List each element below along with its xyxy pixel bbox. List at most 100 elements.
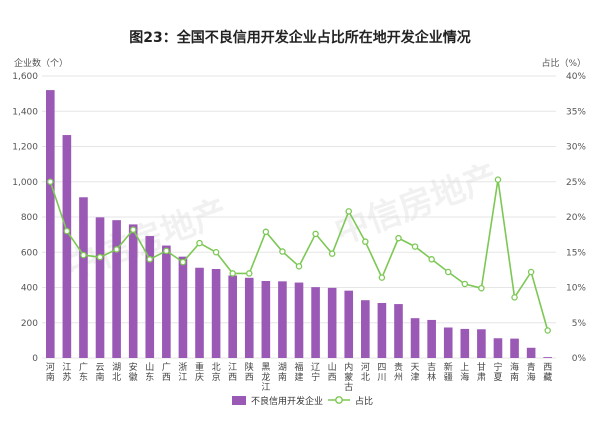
right-y-tick-label: 5% [572,319,587,329]
ratio-point [47,178,54,185]
x-category-label: 重庆 [195,361,204,383]
left-y-tick-label: 400 [21,284,38,294]
x-category-label: 陕西 [245,361,254,383]
right-y-tick-label: 10% [566,284,586,294]
legend-bar-swatch [232,396,246,405]
ratio-point [378,274,386,281]
x-category-label: 山东 [145,362,154,383]
x-category-label: 上海 [460,362,469,383]
bar [228,275,237,358]
bar [510,338,519,358]
ratio-point [146,256,154,263]
bar [178,256,188,358]
ratio-point [229,270,236,277]
watermark-text: 中信房地产 [330,157,503,253]
bar [261,280,271,358]
ratio-point [312,230,319,238]
bar [460,328,470,358]
x-category-labels: 河南江苏广东云南湖北安徽山东广西浙江重庆北京江西陕西黑龙江湖南福建辽宁山西内蒙古… [46,361,552,393]
x-category-label: 云南 [96,363,105,383]
bar [344,290,354,358]
left-y-tick-label: 800 [21,213,38,223]
bar [112,220,121,358]
x-category-label: 河北 [361,361,370,383]
x-category-label: 湖北 [112,362,121,383]
ratio-point [411,243,419,250]
right-y-tick-label: 35% [566,107,586,117]
ratio-point [246,270,253,277]
bar [79,197,88,358]
line-series [47,176,551,334]
right-y-tick-label: 25% [566,178,586,188]
left-y-ticks: 0 200 400 600 800 1,000 1,200 1,400 1,600 [12,72,38,364]
left-axis-label: 企业数（个） [14,57,68,69]
ratio-point [461,280,469,288]
ratio-point [295,263,303,270]
x-category-label: 浙江 [178,361,187,383]
left-y-tick-label: 1,600 [12,72,38,82]
bar [377,303,387,358]
bar [278,281,287,358]
x-category-label: 甘肃 [477,361,486,383]
bar [443,327,453,358]
ratio-point [544,327,551,334]
ratio-point [63,227,71,235]
bar [361,300,370,358]
left-y-tick-label: 1,400 [12,107,38,117]
legend-line-marker [335,396,343,404]
bar [311,287,320,358]
ratio-point [328,250,336,257]
bar [294,282,304,358]
bar [244,277,254,358]
x-category-label: 吉林 [427,362,436,383]
x-category-label: 北京 [212,362,221,383]
x-category-label: 内蒙古 [344,361,353,393]
x-category-label: 新疆 [444,361,453,383]
x-category-label: 辽宁 [311,362,320,383]
left-y-tick-label: 1,000 [12,178,38,188]
left-y-tick-label: 0 [32,354,38,364]
x-category-label: 宁夏 [493,361,502,383]
x-category-label: 福建 [294,361,303,383]
right-y-tick-label: 40% [566,72,586,82]
gridlines [42,75,556,359]
x-category-label: 天津 [411,363,420,383]
x-category-label: 湖南 [278,362,287,383]
x-category-label: 河南 [46,361,55,383]
chart-title: 图23：全国不良信用开发企业占比所在地开发企业情况 [129,29,470,46]
x-category-label: 广西 [162,361,171,383]
left-y-tick-label: 1,200 [12,143,38,153]
ratio-point [494,176,502,183]
x-category-label: 山西 [328,362,337,383]
bar [195,267,204,358]
x-category-label: 西藏 [543,362,552,383]
legend-line-label: 占比 [355,395,373,407]
right-y-ticks: 0% 5% 10% 15% 20% 25% 30% 35% 40% [566,72,586,364]
bar [128,224,138,358]
x-category-label: 贵州 [394,361,403,383]
ratio-point [279,248,286,255]
ratio-point [163,247,170,255]
ratio-point [80,251,87,259]
ratio-point [511,294,518,301]
ratio-point [96,253,104,261]
right-y-tick-label: 30% [566,143,586,153]
bar [477,329,486,358]
ratio-point [179,258,187,266]
ratio-point [113,246,120,253]
ratio-point [212,248,220,256]
bar [145,236,155,358]
bar [95,217,105,358]
bar [410,318,420,358]
watermark: 中信房地产中信房地产 [60,157,503,288]
bar [327,287,337,358]
right-y-tick-label: 0% [572,354,587,364]
x-category-label: 黑龙江 [261,362,270,393]
bar-series [45,90,553,358]
bar [162,245,171,358]
ratio-point [129,226,137,233]
x-category-label: 江西 [228,362,237,383]
ratio-point [362,238,369,245]
